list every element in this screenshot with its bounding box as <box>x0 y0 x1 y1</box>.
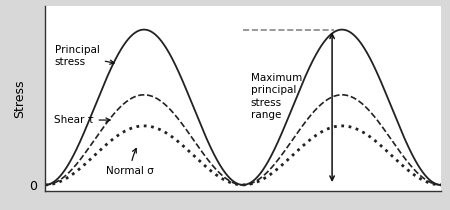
Text: Maximum
principal
stress
range: Maximum principal stress range <box>251 73 302 120</box>
Text: Shear τ: Shear τ <box>54 115 110 125</box>
Text: Normal σ: Normal σ <box>106 148 154 176</box>
Text: Principal
stress: Principal stress <box>55 45 114 67</box>
Y-axis label: Stress: Stress <box>14 79 27 118</box>
